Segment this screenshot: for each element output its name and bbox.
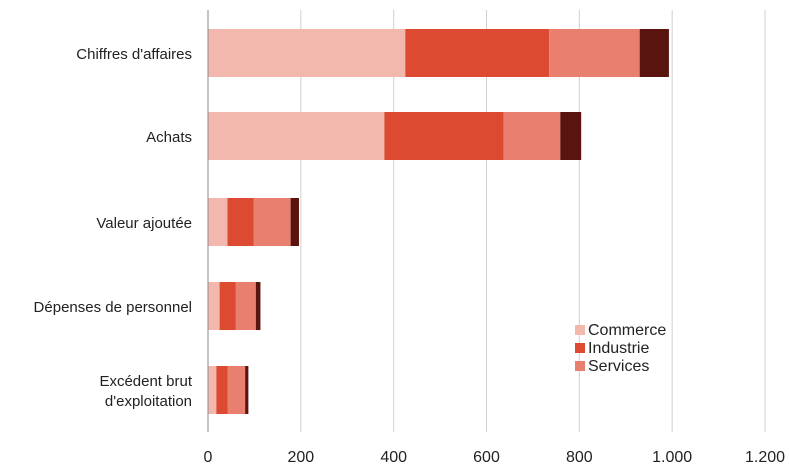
bar-segment [503, 112, 561, 160]
bar-segment [639, 29, 669, 77]
legend-swatch [575, 343, 585, 353]
legend-label: Industrie [588, 340, 649, 357]
bar-segment [208, 366, 217, 414]
legend-swatch [575, 325, 585, 335]
bar-segment [208, 282, 220, 330]
gridlines [300, 10, 766, 432]
category-label: Valeur ajoutée [96, 215, 192, 232]
x-tick-label: 200 [287, 449, 314, 464]
x-tick-label: 1.200 [745, 449, 785, 464]
legend-swatch [575, 361, 585, 371]
bar-segment [219, 282, 236, 330]
bar-segment [208, 112, 385, 160]
bar-segment [560, 112, 582, 160]
bar-segment [290, 198, 299, 246]
legend-label: Services [588, 358, 649, 375]
x-tick-label: 600 [473, 449, 500, 464]
bar-segment [235, 282, 256, 330]
axes: 0 200 400 600 800 1.000 1.200 Chiffres d'affair… [34, 10, 785, 466]
x-tick-label: 800 [566, 449, 593, 464]
bar-segment [255, 282, 261, 330]
bar-segment [208, 198, 228, 246]
bar-segment [227, 366, 246, 414]
x-tick-label: 1.000 [652, 449, 692, 464]
category-label: Dépenses de personnel [34, 299, 192, 316]
bar-segment [253, 198, 291, 246]
bar-segment [216, 366, 228, 414]
category-label: Chiffres d'affaires [76, 46, 192, 63]
x-tick-label: 400 [380, 449, 407, 464]
bars [208, 29, 669, 414]
bar-segment [227, 198, 254, 246]
x-tick-label: 0 [204, 449, 213, 464]
bar-segment [245, 366, 249, 414]
bar-segment [405, 29, 550, 77]
legend-label: Commerce [588, 322, 666, 339]
category-label: Achats [146, 129, 192, 146]
category-label: Excédent brut [99, 373, 192, 390]
bar-segment [549, 29, 640, 77]
category-label: d'exploitation [105, 393, 192, 410]
bar-segment [384, 112, 504, 160]
bar-segment [208, 29, 406, 77]
